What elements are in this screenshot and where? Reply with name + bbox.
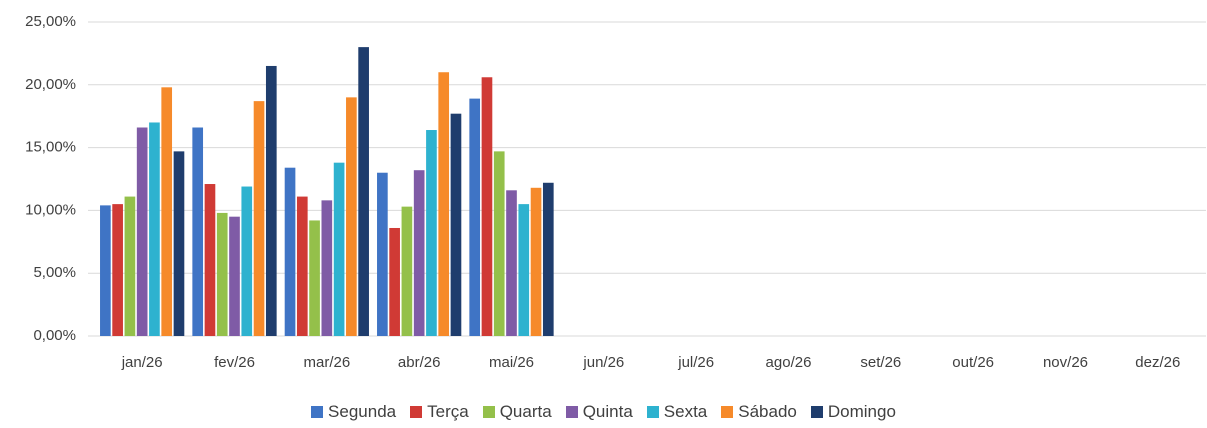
y-tick-label: 25,00% bbox=[25, 13, 76, 30]
bar bbox=[112, 204, 123, 336]
bar bbox=[309, 220, 320, 336]
bar bbox=[377, 172, 388, 336]
bar bbox=[333, 162, 345, 336]
x-tick-label: nov/26 bbox=[1043, 354, 1088, 371]
x-tick-label: ago/26 bbox=[766, 354, 812, 371]
bar bbox=[124, 196, 136, 336]
bar bbox=[296, 196, 308, 336]
x-tick-label: dez/26 bbox=[1135, 354, 1180, 371]
bar bbox=[253, 101, 265, 337]
x-tick-label: jun/26 bbox=[582, 354, 624, 371]
bar bbox=[216, 212, 228, 336]
legend-item: Domingo bbox=[810, 402, 896, 422]
bar bbox=[149, 122, 160, 336]
bar bbox=[284, 167, 296, 336]
legend-swatch bbox=[810, 406, 823, 418]
bar bbox=[358, 47, 369, 337]
legend-swatch bbox=[646, 406, 659, 418]
legend-label: Terça bbox=[427, 402, 469, 421]
y-tick-label: 10,00% bbox=[25, 201, 76, 218]
x-tick-label: fev/26 bbox=[214, 354, 255, 371]
chart: 0,00% 5,00% 10,00% 15,00% 20,00% 25,00% jan/26… bbox=[25, 13, 1206, 371]
bar bbox=[481, 77, 493, 336]
bar bbox=[438, 72, 450, 337]
legend-swatch bbox=[410, 406, 423, 418]
bar bbox=[413, 170, 425, 336]
bar bbox=[389, 227, 400, 336]
legend-label: Quarta bbox=[499, 402, 552, 421]
bar bbox=[426, 130, 437, 336]
legend-swatch bbox=[311, 406, 324, 418]
bar bbox=[241, 186, 253, 336]
bar bbox=[530, 187, 542, 336]
legend-swatch bbox=[482, 406, 495, 418]
legend-swatch bbox=[565, 406, 578, 418]
legend-swatch bbox=[721, 406, 734, 418]
bar bbox=[192, 127, 204, 336]
bar bbox=[493, 151, 505, 336]
bar bbox=[450, 113, 462, 336]
legend-item: Quarta bbox=[482, 402, 552, 422]
bar bbox=[542, 182, 554, 336]
y-tick-label: 0,00% bbox=[33, 327, 76, 344]
bar bbox=[204, 184, 216, 336]
bar bbox=[229, 216, 240, 336]
legend: Segunda Terça Quarta Quinta Sexta Sábado Domin… bbox=[0, 402, 1207, 422]
legend-label: Sexta bbox=[663, 402, 708, 421]
legend-item: Segunda bbox=[311, 402, 396, 422]
legend-item: Sexta bbox=[646, 402, 708, 422]
x-tick-label: out/26 bbox=[952, 354, 994, 371]
bar bbox=[346, 97, 357, 336]
y-tick-label: 5,00% bbox=[33, 264, 76, 281]
bar bbox=[469, 98, 481, 336]
legend-label: Quinta bbox=[582, 402, 633, 421]
bar bbox=[136, 127, 148, 336]
x-tick-label: mar/26 bbox=[303, 354, 350, 371]
x-tick-label: set/26 bbox=[860, 354, 901, 371]
bar bbox=[506, 190, 517, 336]
x-tick-label: jan/26 bbox=[121, 354, 163, 371]
x-tick-label: mai/26 bbox=[489, 354, 534, 371]
bar bbox=[100, 205, 111, 336]
legend-label: Segunda bbox=[328, 402, 397, 421]
legend-item: Sábado bbox=[721, 402, 797, 422]
bar bbox=[321, 200, 333, 336]
bar bbox=[401, 206, 413, 336]
legend-item: Quinta bbox=[565, 402, 633, 422]
x-tick-label: abr/26 bbox=[398, 354, 441, 371]
x-tick-label: jul/26 bbox=[677, 354, 714, 371]
bar bbox=[518, 204, 530, 336]
legend-label: Domingo bbox=[827, 402, 896, 421]
bar bbox=[161, 87, 173, 336]
y-tick-label: 15,00% bbox=[25, 139, 76, 156]
bar bbox=[173, 151, 185, 336]
y-tick-label: 20,00% bbox=[25, 76, 76, 93]
legend-item: Terça bbox=[410, 402, 469, 422]
bar bbox=[265, 65, 277, 337]
legend-label: Sábado bbox=[738, 402, 797, 421]
